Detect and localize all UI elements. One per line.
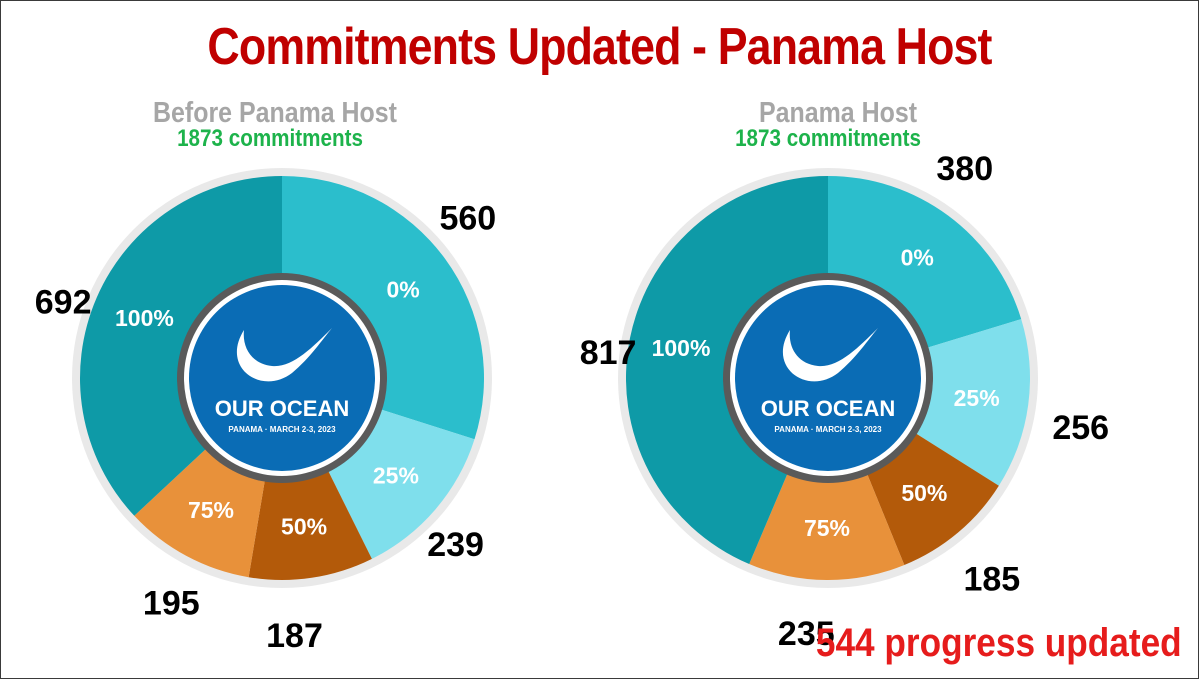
logo-name: OUR OCEAN [761,396,895,421]
chart-title-panama: Panama Host [758,97,917,129]
wave-icon [236,328,332,382]
chart-subtitle-before: 1873 commitments [177,125,363,152]
slice-percent-label: 25% [954,385,1000,411]
donut-chart-panama: 0% 380 25% 256 50% 185 75% 235 100% 817 OUR OCEAN P… [580,150,1109,653]
chart-subtitle-panama: 1873 commitments [735,125,921,152]
slice-value-label: 380 [936,150,993,188]
slice-value-label: 560 [439,199,496,237]
slice-percent-label: 25% [373,463,419,489]
wave-icon [782,328,878,382]
footer-note: 544 progress updated [816,621,1182,665]
chart-title-before: Before Panama Host [153,97,397,129]
logo-name: OUR OCEAN [215,396,349,421]
slice-100pct [80,176,282,516]
slice-value-label: 195 [143,585,200,623]
slice-percent-label: 75% [188,497,234,523]
logo-subtitle: PANAMA · MARCH 2-3, 2023 [774,425,882,434]
slice-percent-label: 100% [115,305,174,331]
slice-value-label: 692 [35,283,92,321]
slice-percent-label: 50% [281,513,327,539]
donut-chart-before: 0% 560 25% 239 50% 187 75% 195 100% 692 OUR OCEAN P… [35,168,496,655]
logo-subtitle: PANAMA · MARCH 2-3, 2023 [228,425,336,434]
slide-title: Commitments Updated - Panama Host [207,18,992,76]
slice-value-label: 185 [963,560,1020,598]
slice-percent-label: 100% [652,335,711,361]
slice-value-label: 187 [266,617,323,655]
slice-value-label: 235 [778,615,835,653]
slice-percent-label: 50% [901,480,947,506]
slice-value-label: 256 [1052,409,1109,447]
slice-value-label: 239 [427,526,484,564]
slice-percent-label: 75% [804,515,850,541]
slice-value-label: 817 [580,334,637,372]
slice-percent-label: 0% [386,276,419,302]
slice-percent-label: 0% [901,244,934,270]
